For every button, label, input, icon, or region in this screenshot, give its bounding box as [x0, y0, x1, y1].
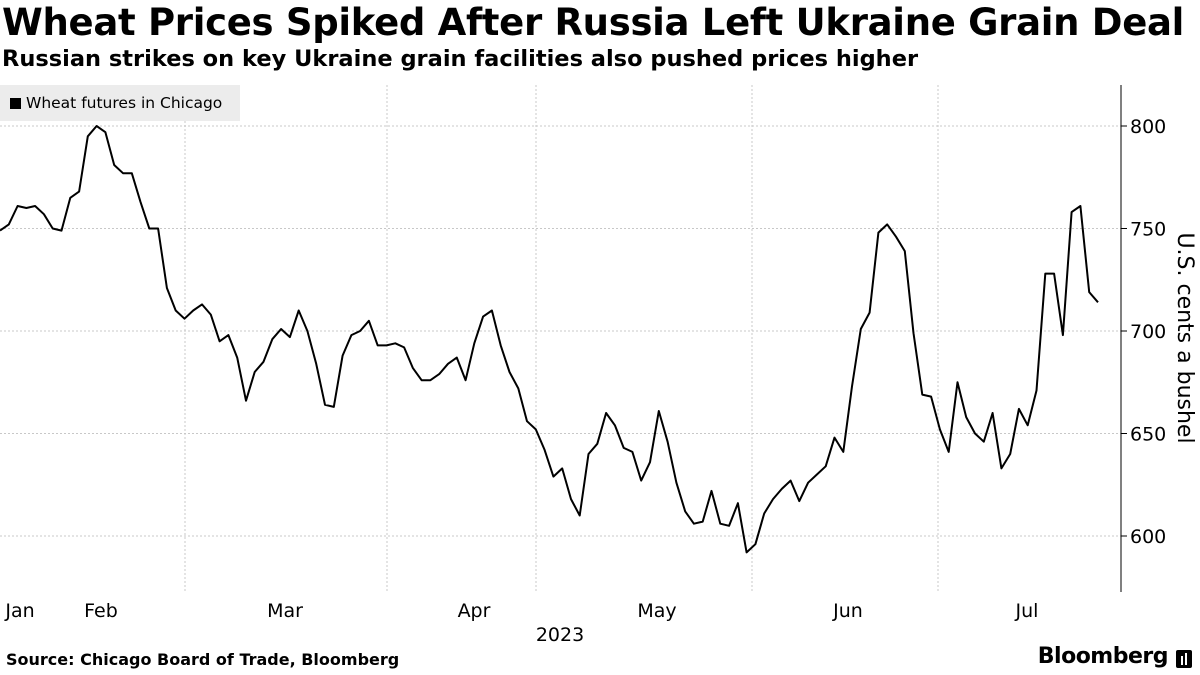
y-axis-ticks: 600 650 700 750 800 [1121, 116, 1166, 548]
x-tick-label-feb: Feb [84, 600, 118, 622]
x-tick-label-mar: Mar [267, 600, 303, 622]
legend-label: Wheat futures in Chicago [26, 94, 223, 112]
x-axis-year-label: 2023 [536, 624, 584, 646]
x-tick-label-jul: Jul [1015, 600, 1039, 622]
chart-icon [1176, 650, 1192, 668]
x-tick-label-may: May [637, 600, 676, 622]
y-tick-label-700: 700 [1130, 321, 1166, 343]
y-tick-label-650: 650 [1130, 424, 1166, 446]
source-note: Source: Chicago Board of Trade, Bloomber… [6, 650, 400, 669]
x-tick-label-jun: Jun [832, 600, 863, 622]
y-axis-label: U.S. cents a bushel [1172, 232, 1197, 443]
legend: Wheat futures in Chicago [0, 85, 240, 121]
chart-title: Wheat Prices Spiked After Russia Left Uk… [2, 1, 1185, 44]
series-line-wheat-futures [0, 125, 1099, 554]
y-tick-label-750: 750 [1130, 219, 1166, 241]
month-gridlines [184, 85, 939, 592]
chart-subtitle: Russian strikes on key Ukraine grain fac… [2, 46, 919, 72]
y-tick-label-600: 600 [1130, 526, 1166, 548]
y-tick-label-800: 800 [1130, 116, 1166, 138]
brand-logo: Bloomberg [1037, 644, 1169, 669]
legend-swatch [10, 97, 21, 109]
x-tick-label-apr: Apr [458, 600, 491, 622]
x-axis-ticks: Jan Feb Mar Apr May Jun Jul [4, 600, 1038, 622]
gridlines [0, 125, 1121, 537]
x-tick-label-jan: Jan [4, 600, 34, 622]
